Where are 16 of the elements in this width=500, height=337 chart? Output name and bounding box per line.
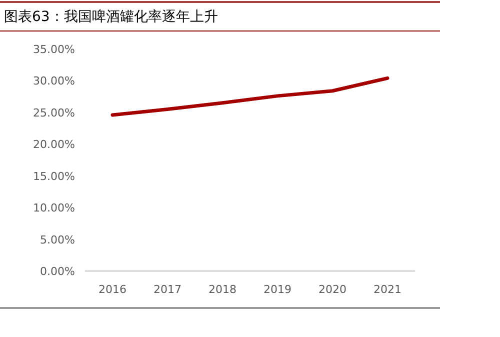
y-tick-label: 30.00% [33,74,75,88]
x-tick-label: 2017 [154,283,182,296]
y-tick-label: 15.00% [33,170,75,183]
chart-title: 图表63：我国啤酒罐化率逐年上升 [4,9,218,25]
y-tick-label: 25.00% [33,106,75,120]
line-series [110,76,390,117]
y-tick-label: 0.00% [40,265,75,278]
y-tick-label: 35.00% [33,43,75,56]
x-tick-label: 2020 [318,283,346,296]
y-tick-label: 10.00% [33,202,75,215]
x-tick-label: 2019 [264,283,292,296]
x-tick-label: 2021 [374,283,402,296]
y-tick-label: 5.00% [40,233,75,246]
x-tick-label: 2018 [208,283,236,296]
y-tick-label: 20.00% [33,138,75,152]
x-tick-label: 2016 [98,283,126,296]
